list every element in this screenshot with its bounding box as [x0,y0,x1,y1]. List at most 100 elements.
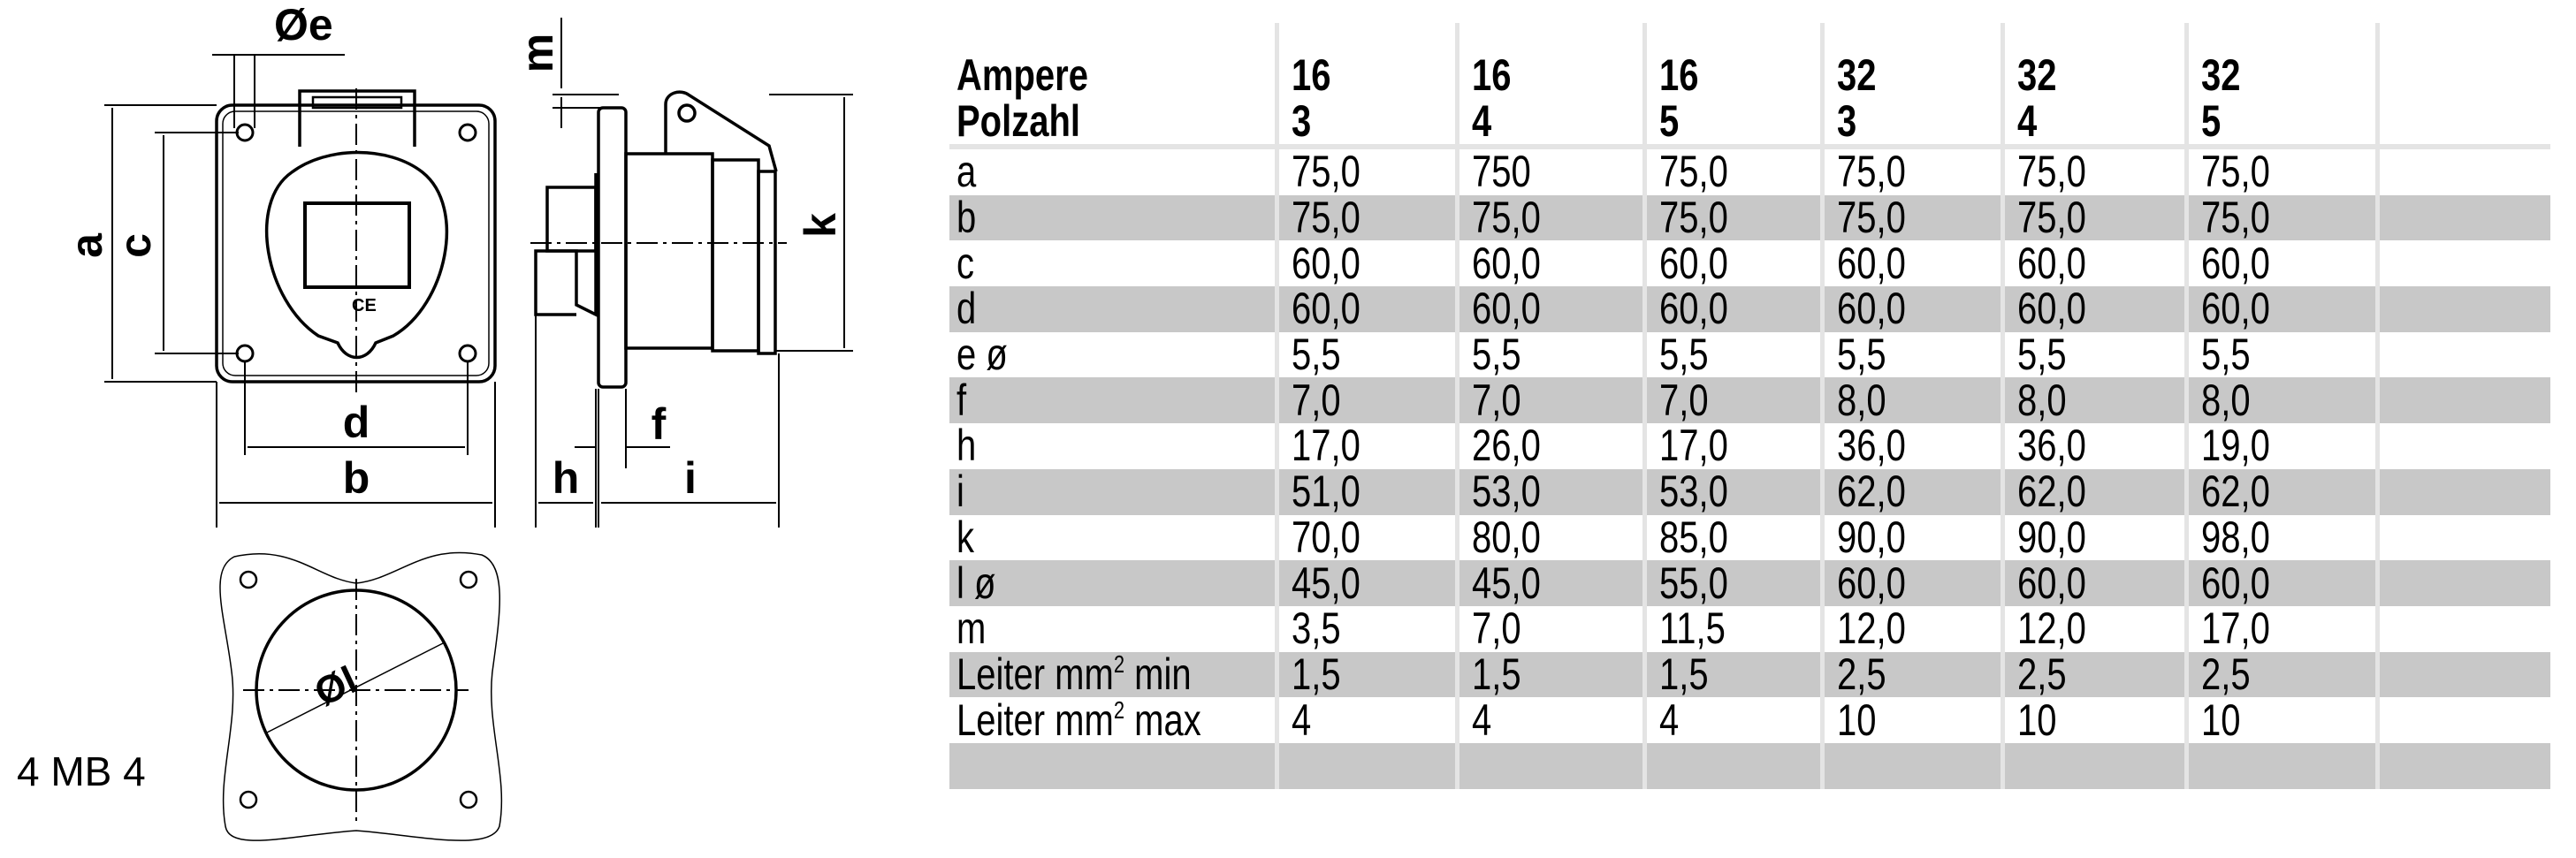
table-cell-value: 55,0 [1659,558,1728,608]
header-ampere: 32 [1837,50,1877,100]
header-polzahl: 4 [1472,96,1492,146]
dim-label-e: Øe [274,0,333,49]
table-cell-value: 75,0 [1292,147,1360,197]
table-row: k 70,0 80,0 85,0 90,0 90,0 98,0 [949,512,2550,562]
dim-label-a: a [62,232,111,258]
row-label: a [956,149,976,194]
table-cell-value: 1,5 [1659,649,1709,699]
table-cell-value: 60,0 [2201,284,2270,334]
table-cell-value: 62,0 [2017,467,2086,517]
table-cell-value: 75,0 [1837,147,1906,197]
table-cell-value: 60,0 [2201,558,2270,608]
header-ampere: 16 [1472,50,1512,100]
technical-drawing: CE [62,0,853,841]
table-cell-value: 75,0 [1472,193,1541,243]
table-cell-value: 36,0 [1837,421,1906,471]
table-cell-value: 62,0 [1837,467,1906,517]
table-row: c 60,0 60,0 60,0 60,0 60,0 60,0 [949,238,2550,288]
table-cell-value: 10 [1837,695,1877,745]
table-cell-value: 75,0 [1659,147,1728,197]
table-cell-value: 53,0 [1659,467,1728,517]
table-row [949,742,2550,789]
dim-label-c: c [111,233,160,258]
side-dimensions [535,18,853,528]
table-cell-value: 5,5 [1837,330,1886,380]
dim-label-f: f [652,399,667,449]
row-label-text: l ø [956,558,996,608]
table-cell-value: 2,5 [1837,649,1886,699]
header-polzahl: 4 [2017,96,2038,146]
table-row: l ø 45,0 45,0 55,0 60,0 60,0 60,0 [949,560,2550,606]
table-row: h 17,0 26,0 17,0 36,0 36,0 19,0 [949,423,2550,469]
table-cell-value: 75,0 [1292,193,1360,243]
table-cell-value: 36,0 [2017,421,2086,471]
row-label: e ø [956,332,1008,377]
table-cell-value: 98,0 [2201,512,2270,562]
table-cell-value: 90,0 [1837,512,1906,562]
table-cell-value: 5,5 [1292,330,1341,380]
front-dimensions [104,54,496,528]
cutout-view [219,551,503,841]
header-ampere: 16 [1659,50,1699,100]
table-cell-value: 8,0 [2017,375,2067,425]
table-cell-value: 80,0 [1472,512,1541,562]
row-label: Leiter mm2 min [956,649,1192,699]
row-label-text: k [956,512,974,562]
table-cell-value: 60,0 [1292,238,1360,288]
table-cell-value: 75,0 [1659,193,1728,243]
table-cell-value: 750 [1472,147,1531,197]
table-cell-value: 11,5 [1659,604,1726,654]
row-label: i [956,469,964,514]
dim-label-m: m [513,34,562,72]
table-row: Leiter mm2 max 4 4 4 10 10 10 [949,697,2550,743]
table-cell-value: 4 [1292,695,1312,745]
dim-label-l: Øl [309,658,364,715]
table-cell-value: 60,0 [1472,238,1541,288]
row-label-text: b [956,193,977,243]
table-cell-value: 1,5 [1472,649,1521,699]
table-cell-value: 3,5 [1292,604,1341,654]
table-cell-value: 4 [1472,695,1492,745]
table-cell-value: 60,0 [2017,284,2086,334]
table-cell-value: 2,5 [2017,649,2067,699]
row-label-suffix: min [1124,649,1192,699]
table-cell-value: 60,0 [1837,284,1906,334]
table-cell-value: 7,0 [1659,375,1709,425]
table-row: b 75,0 75,0 75,0 75,0 75,0 75,0 [949,195,2550,241]
table-cell-value: 75,0 [1837,193,1906,243]
table-cell-value: 12,0 [2017,604,2086,654]
header-polzahl-label: Polzahl [956,96,1081,146]
table-cell-value: 1,5 [1292,649,1341,699]
row-label-superscript: 2 [1113,649,1125,678]
table-cell-value: 70,0 [1292,512,1360,562]
row-label-text: c [956,238,974,288]
table-row: Leiter mm2 min 1,5 1,5 1,5 2,5 2,5 2,5 [949,649,2550,699]
table-cell-value: 60,0 [1659,238,1728,288]
row-label: k [956,512,974,562]
front-view: CE [215,88,497,398]
row-label: d [956,286,976,331]
table-cell-value: 5,5 [1472,330,1521,380]
table-cell-value: 4 [1659,695,1680,745]
header-ampere: 32 [2201,50,2241,100]
table-cell-value: 60,0 [1472,284,1541,334]
row-label-text: h [956,421,977,471]
table-cell-value: 12,0 [1837,604,1906,654]
header-polzahl: 3 [1292,96,1312,146]
table-cell-value: 7,0 [1472,375,1521,425]
table-cell-value: 75,0 [2201,147,2270,197]
table-cell-value: 75,0 [2017,147,2086,197]
row-label-text: Leiter mm [956,695,1114,745]
table-cell-value: 19,0 [2201,421,2270,471]
row-label: Leiter mm2 max [956,695,1201,745]
row-label-superscript: 2 [1113,695,1125,724]
table-row: d 60,0 60,0 60,0 60,0 60,0 60,0 [949,286,2550,332]
table-cell-value: 75,0 [2017,193,2086,243]
table-cell-value: 8,0 [2201,375,2251,425]
table-cell-value: 17,0 [1659,421,1728,471]
table-cell-value: 60,0 [2201,238,2270,288]
header-ampere-label: Ampere [956,50,1088,100]
row-label: b [956,195,976,240]
table-cell-value: 5,5 [1659,330,1709,380]
table-row: m 3,5 7,0 11,5 12,0 12,0 17,0 [949,606,2550,652]
